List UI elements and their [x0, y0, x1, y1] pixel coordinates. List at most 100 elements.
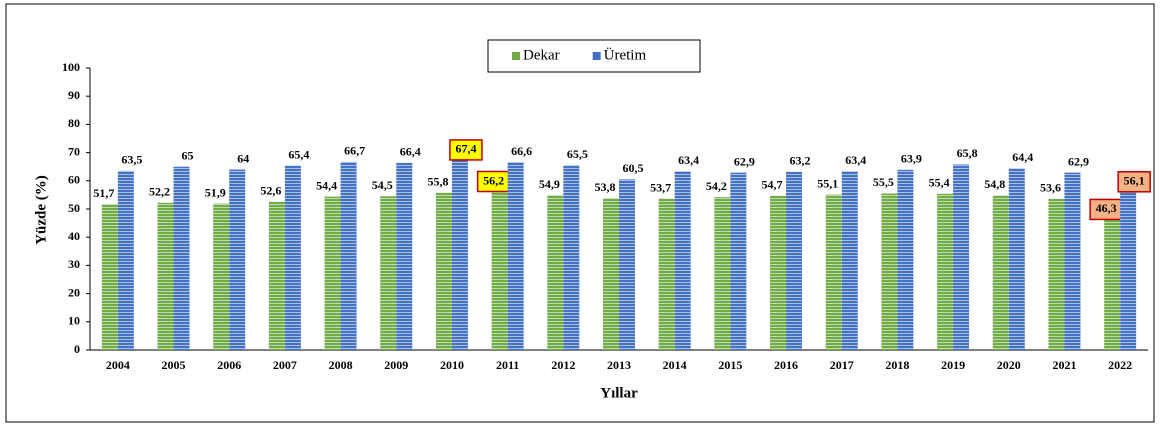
data-label: 54,5 [372, 178, 393, 192]
bar [730, 172, 747, 350]
data-label: 63,9 [901, 152, 922, 166]
data-label: 53,8 [595, 180, 616, 194]
x-tick-label: 2021 [1052, 358, 1076, 372]
data-label: 66,6 [511, 144, 532, 158]
bar [841, 171, 858, 350]
bar [619, 179, 635, 350]
data-label: 65,5 [567, 147, 588, 161]
bar [507, 162, 524, 350]
bar [435, 192, 452, 350]
data-label: 65,4 [288, 147, 309, 161]
data-label: 65,8 [957, 146, 978, 160]
x-tick-label: 2013 [607, 358, 631, 372]
data-label: 56,1 [1124, 174, 1145, 188]
data-label: 64,4 [1012, 150, 1033, 164]
y-tick-label: 30 [68, 257, 80, 271]
bar [714, 197, 731, 350]
x-tick-label: 2020 [997, 358, 1021, 372]
bar [992, 195, 1009, 350]
x-tick-label: 2004 [106, 358, 130, 372]
bar [491, 191, 508, 350]
data-label: 55,1 [817, 176, 838, 190]
legend-label: Dekar [523, 47, 560, 63]
x-tick-label: 2007 [273, 358, 297, 372]
data-label: 60,5 [623, 161, 644, 175]
y-tick-label: 10 [68, 314, 80, 328]
bar [1104, 219, 1121, 350]
x-tick-label: 2006 [217, 358, 241, 372]
y-tick-label: 80 [68, 116, 80, 130]
label-box [449, 139, 483, 161]
bar [1048, 198, 1065, 350]
y-tick-label: 0 [74, 342, 80, 356]
x-tick-label: 2015 [718, 358, 742, 372]
data-label: 52,2 [149, 185, 170, 199]
bar [101, 204, 118, 350]
bar [1064, 172, 1081, 350]
data-label: 55,5 [873, 175, 894, 189]
x-tick-label: 2018 [885, 358, 909, 372]
y-tick-label: 20 [68, 285, 80, 299]
bar [380, 196, 397, 350]
data-label: 54,2 [706, 179, 727, 193]
data-label: 66,7 [344, 144, 365, 158]
bar [229, 169, 246, 350]
x-tick-label: 2005 [162, 358, 186, 372]
x-axis-title: Yıllar [600, 385, 638, 401]
bar [396, 162, 413, 350]
x-tick-label: 2008 [329, 358, 353, 372]
data-label: 64 [237, 151, 249, 165]
data-label: 55,4 [929, 176, 950, 190]
data-label: 65 [182, 148, 194, 162]
data-label: 51,9 [205, 185, 226, 199]
bar [213, 203, 230, 350]
data-label: 53,6 [1040, 181, 1061, 195]
y-tick-label: 60 [68, 173, 80, 187]
y-tick-label: 40 [68, 229, 80, 243]
bar [173, 166, 190, 350]
bar [340, 161, 357, 350]
y-tick-label: 70 [68, 144, 80, 158]
bar [786, 171, 803, 350]
y-tick-label: 90 [68, 88, 80, 102]
y-tick-label: 50 [68, 201, 80, 215]
data-label: 66,4 [400, 145, 421, 159]
x-tick-label: 2022 [1108, 358, 1132, 372]
legend-swatch [592, 52, 601, 60]
x-tick-label: 2009 [384, 358, 408, 372]
data-label: 52,6 [260, 183, 281, 197]
label-box [1117, 171, 1151, 193]
bar [881, 193, 898, 350]
bar [937, 193, 954, 350]
bar [547, 195, 564, 350]
bar [674, 171, 691, 350]
bar [1008, 168, 1025, 350]
data-label: 62,9 [1068, 154, 1089, 168]
bar [157, 202, 174, 350]
bar [284, 165, 301, 350]
bar [658, 198, 675, 350]
bar [563, 165, 580, 350]
bar [324, 196, 341, 350]
bar [825, 194, 842, 350]
data-label: 62,9 [734, 154, 755, 168]
data-label: 51,7 [93, 186, 114, 200]
x-tick-label: 2010 [440, 358, 464, 372]
x-tick-label: 2017 [830, 358, 854, 372]
bar [1120, 191, 1137, 350]
bar [451, 159, 468, 350]
data-label: 55,8 [427, 174, 448, 188]
x-tick-label: 2016 [774, 358, 798, 372]
x-tick-label: 2012 [551, 358, 575, 372]
data-label: 63,4 [845, 153, 866, 167]
data-label: 56,2 [483, 173, 504, 187]
y-axis-title: Yüzde (%) [33, 175, 49, 245]
y-tick-label: 100 [62, 60, 80, 74]
legend-swatch [512, 52, 520, 60]
data-label: 54,4 [316, 178, 337, 192]
bar [953, 164, 970, 350]
x-tick-label: 2011 [496, 358, 519, 372]
x-tick-label: 2019 [941, 358, 965, 372]
x-tick-label: 2014 [663, 358, 687, 372]
data-label: 63,5 [121, 153, 142, 167]
